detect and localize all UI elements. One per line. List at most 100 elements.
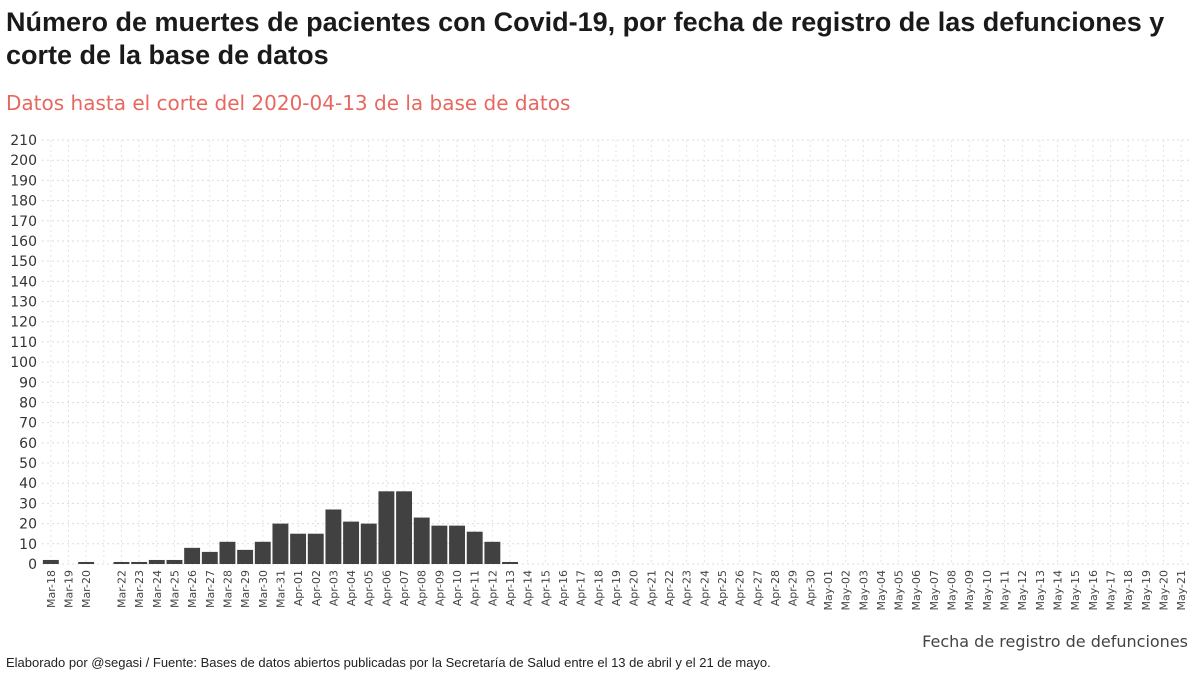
bar-Apr-03: [325, 509, 342, 564]
bar-Apr-01: [290, 533, 307, 564]
x-tick-label: Apr-01: [292, 570, 305, 606]
bar-Apr-04: [343, 521, 360, 564]
x-tick-label: Apr-21: [645, 570, 658, 606]
y-axis-ticks: 0 10 20 30 40 50 60 70 80 90 100 110 120 130 140 150 160…: [10, 133, 37, 573]
y-tick-label: 190: [10, 173, 37, 189]
x-tick-label: Apr-17: [575, 570, 588, 606]
x-tick-label: Apr-16: [557, 570, 570, 606]
y-tick-label: 180: [10, 194, 37, 210]
y-tick-label: 30: [19, 496, 37, 512]
bars: [42, 491, 518, 564]
bar-Apr-12: [484, 541, 501, 564]
bar-Apr-11: [466, 531, 483, 564]
bar-Mar-22: [113, 561, 130, 564]
x-tick-label: Apr-08: [416, 570, 429, 606]
x-tick-label: Apr-30: [804, 570, 817, 606]
x-tick-label: Mar-19: [62, 570, 75, 608]
bar-Apr-05: [360, 523, 377, 564]
x-tick-label: Mar-20: [80, 570, 93, 608]
x-axis-ticks: Mar-18 Mar-19 Mar-20 Mar-22 Mar-23 Mar-24 Mar-…: [45, 570, 1188, 611]
y-tick-label: 170: [10, 214, 37, 230]
source-caption: Elaborado por @segasi / Fuente: Bases de…: [6, 655, 771, 670]
x-tick-label: Apr-11: [469, 570, 482, 606]
y-tick-label: 10: [19, 537, 37, 553]
bar-chart: 0 10 20 30 40 50 60 70 80 90 100 110 120 130 140 150 160…: [10, 133, 1190, 611]
x-tick-label: Apr-06: [380, 570, 393, 606]
x-tick-label: May-05: [893, 570, 906, 611]
y-tick-label: 40: [19, 476, 37, 492]
x-tick-label: Apr-29: [787, 570, 800, 606]
x-tick-label: Apr-05: [363, 570, 376, 606]
x-tick-label: Mar-30: [257, 570, 270, 608]
grid-lines: [42, 139, 1190, 565]
x-tick-label: May-17: [1105, 570, 1118, 611]
chart-subtitle: Datos hasta el corte del 2020-04-13 de l…: [6, 91, 571, 115]
x-tick-label: May-13: [1034, 570, 1047, 611]
x-tick-label: May-15: [1069, 570, 1082, 611]
x-tick-label: Apr-25: [716, 570, 729, 606]
x-tick-label: Apr-14: [522, 570, 535, 606]
bar-Apr-06: [378, 491, 395, 564]
x-tick-label: May-07: [928, 570, 941, 611]
bar-Mar-27: [201, 551, 218, 564]
x-axis-label: Fecha de registro de defunciones: [922, 632, 1188, 651]
x-tick-label: Apr-24: [698, 570, 711, 606]
x-tick-label: Apr-07: [398, 570, 411, 606]
x-tick-label: Apr-04: [345, 570, 358, 606]
bar-Mar-30: [254, 541, 271, 564]
x-tick-label: May-09: [963, 570, 976, 611]
x-tick-label: Mar-22: [115, 570, 128, 608]
bar-Mar-23: [131, 561, 148, 564]
bar-Mar-28: [219, 541, 236, 564]
x-tick-label: May-20: [1158, 570, 1171, 611]
x-tick-label: Apr-02: [310, 570, 323, 606]
y-tick-label: 60: [19, 436, 37, 452]
y-tick-label: 20: [19, 517, 37, 533]
bar-Mar-31: [272, 523, 289, 564]
bar-Mar-26: [184, 547, 201, 564]
x-tick-label: Mar-25: [168, 570, 181, 608]
x-tick-label: May-02: [840, 570, 853, 611]
y-tick-label: 110: [10, 335, 37, 351]
bar-Apr-09: [431, 525, 448, 564]
x-tick-label: May-01: [822, 570, 835, 611]
x-tick-label: Mar-29: [239, 570, 252, 608]
x-tick-label: Apr-26: [734, 570, 747, 606]
x-tick-label: Apr-22: [663, 570, 676, 606]
x-tick-label: May-04: [875, 570, 888, 611]
x-tick-label: Apr-23: [681, 570, 694, 606]
bar-Mar-29: [237, 549, 254, 564]
x-tick-label: Mar-27: [204, 570, 217, 608]
x-tick-label: Mar-31: [274, 570, 287, 608]
x-tick-label: Apr-09: [433, 570, 446, 606]
x-tick-label: Apr-03: [327, 570, 340, 606]
x-tick-label: May-10: [981, 570, 994, 611]
x-tick-label: May-16: [1087, 570, 1100, 611]
bar-Apr-02: [307, 533, 324, 564]
bar-Mar-24: [148, 559, 165, 564]
x-tick-label: May-19: [1140, 570, 1153, 611]
bar-Apr-08: [413, 517, 430, 564]
chart-title: Número de muertes de pacientes con Covid…: [6, 7, 1165, 70]
x-tick-label: Apr-18: [592, 570, 605, 606]
y-tick-label: 120: [10, 315, 37, 331]
y-tick-label: 80: [19, 395, 37, 411]
y-tick-label: 150: [10, 254, 37, 270]
y-tick-label: 100: [10, 355, 37, 371]
x-tick-label: May-08: [946, 570, 959, 611]
x-tick-label: Apr-10: [451, 570, 464, 606]
x-tick-label: Apr-28: [769, 570, 782, 606]
bar-Apr-13: [502, 561, 518, 564]
bar-Apr-10: [449, 525, 465, 564]
y-tick-label: 200: [10, 153, 37, 169]
y-tick-label: 70: [19, 416, 37, 432]
x-tick-label: Mar-26: [186, 570, 199, 608]
y-tick-label: 140: [10, 274, 37, 290]
x-tick-label: Apr-27: [751, 570, 764, 606]
x-tick-label: Mar-18: [45, 570, 58, 608]
x-tick-label: May-06: [910, 570, 923, 611]
y-tick-label: 160: [10, 234, 37, 250]
bar-Mar-20: [78, 561, 95, 564]
x-tick-label: May-03: [857, 570, 870, 611]
x-tick-label: May-14: [1052, 570, 1065, 611]
